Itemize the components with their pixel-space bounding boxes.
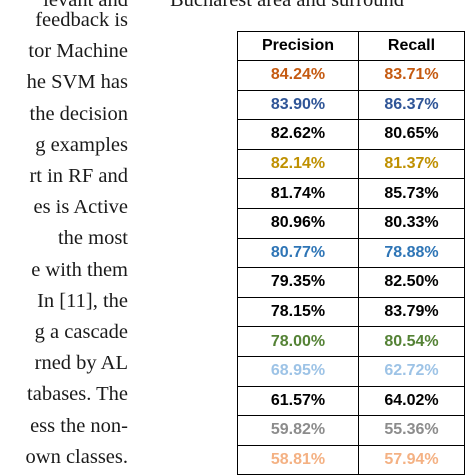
precision-cell: 84.24% <box>237 60 359 91</box>
precision-cell: 82.62% <box>237 119 359 150</box>
body-text-line: g a cascade <box>34 321 128 343</box>
table-row: 78.15% 83.79% <box>237 296 465 328</box>
table-row: 80.96% 80.33% <box>237 207 465 239</box>
body-text-line: In [11], the <box>37 289 128 312</box>
recall-cell: 81.37% <box>358 148 465 180</box>
results-table: Precision Recall 84.24% 83.71% 83.90% 86.37… <box>237 31 465 475</box>
table-row: 59.82% 55.36% <box>237 415 465 446</box>
table-row: 82.62% 80.65% <box>237 119 465 150</box>
body-text-line: feedback is <box>35 9 128 31</box>
table-row: 84.24% 83.71% <box>237 60 465 91</box>
precision-cell: 82.14% <box>237 148 359 180</box>
precision-cell: 81.74% <box>237 178 359 209</box>
precision-cell: 59.82% <box>237 415 359 446</box>
body-text-line: tor Machine <box>28 40 128 63</box>
body-text-line: own classes. <box>25 445 128 468</box>
recall-cell: 86.37% <box>358 89 465 121</box>
table-row: 80.77% 78.88% <box>237 237 465 269</box>
recall-cell: 83.71% <box>358 60 465 91</box>
recall-cell: 62.72% <box>358 355 465 387</box>
recall-cell: 78.88% <box>358 237 465 269</box>
body-text-column: levant and feedback is tor Machine he SVM h… <box>0 0 128 474</box>
table-row: 79.35% 82.50% <box>237 267 465 298</box>
table-row: 61.57% 64.02% <box>237 385 465 417</box>
body-text-line: rned by AL <box>34 352 128 375</box>
precision-cell: 83.90% <box>237 89 359 121</box>
header-precision: Precision <box>237 31 359 61</box>
precision-cell: 80.96% <box>237 207 359 239</box>
precision-cell: 78.00% <box>237 326 359 357</box>
recall-cell: 57.94% <box>358 444 465 475</box>
recall-cell: 80.54% <box>358 326 465 357</box>
table-row: 58.81% 57.94% <box>237 444 465 475</box>
precision-cell: 68.95% <box>237 355 359 387</box>
body-text-line: the most <box>57 227 128 250</box>
recall-cell: 55.36% <box>358 415 465 446</box>
body-text-line: tabases. The <box>27 383 128 406</box>
recall-cell: 82.50% <box>358 267 465 298</box>
recall-cell: 85.73% <box>358 178 465 209</box>
precision-cell: 61.57% <box>237 385 359 417</box>
body-text-line: the decision <box>29 102 129 125</box>
table-row: 78.00% 80.54% <box>237 326 465 357</box>
table-header-row: Precision Recall <box>237 31 465 61</box>
body-text-line: he SVM has <box>26 71 128 94</box>
precision-cell: 80.77% <box>237 237 359 269</box>
table-row: 68.95% 62.72% <box>237 355 465 387</box>
recall-cell: 80.33% <box>358 207 465 239</box>
precision-cell: 58.81% <box>237 444 359 475</box>
precision-cell: 79.35% <box>237 267 359 298</box>
body-text-line: levant and <box>43 0 128 11</box>
table-row: 83.90% 86.37% <box>237 89 465 121</box>
recall-cell: 64.02% <box>358 385 465 417</box>
body-text-line: es is Active <box>33 196 128 219</box>
body-text-line: rt in RF and <box>29 165 128 187</box>
recall-cell: 83.79% <box>358 296 465 328</box>
body-text-line: e with them <box>31 258 128 281</box>
body-text-line: g examples <box>35 133 128 156</box>
table-row: 81.74% 85.73% <box>237 178 465 209</box>
precision-cell: 78.15% <box>237 296 359 328</box>
table-body: 84.24% 83.71% 83.90% 86.37% 82.62% 80.65% 82.1… <box>237 60 465 475</box>
table-row: 82.14% 81.37% <box>237 148 465 180</box>
body-text-line: ess the non- <box>30 414 128 437</box>
header-recall: Recall <box>358 31 465 61</box>
recall-cell: 80.65% <box>358 119 465 150</box>
table-caption: Bucharest area and surround <box>170 0 404 11</box>
